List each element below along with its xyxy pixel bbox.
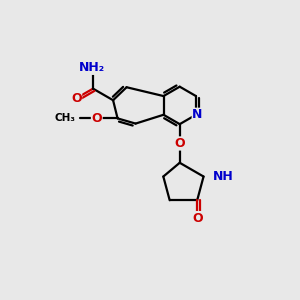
Text: NH: NH (212, 170, 233, 183)
Text: NH₂: NH₂ (79, 61, 105, 74)
Text: O: O (92, 112, 102, 125)
Text: O: O (71, 92, 82, 105)
Text: CH₃: CH₃ (54, 113, 75, 123)
Text: O: O (174, 137, 185, 150)
Text: N: N (192, 108, 203, 121)
Text: O: O (192, 212, 202, 225)
